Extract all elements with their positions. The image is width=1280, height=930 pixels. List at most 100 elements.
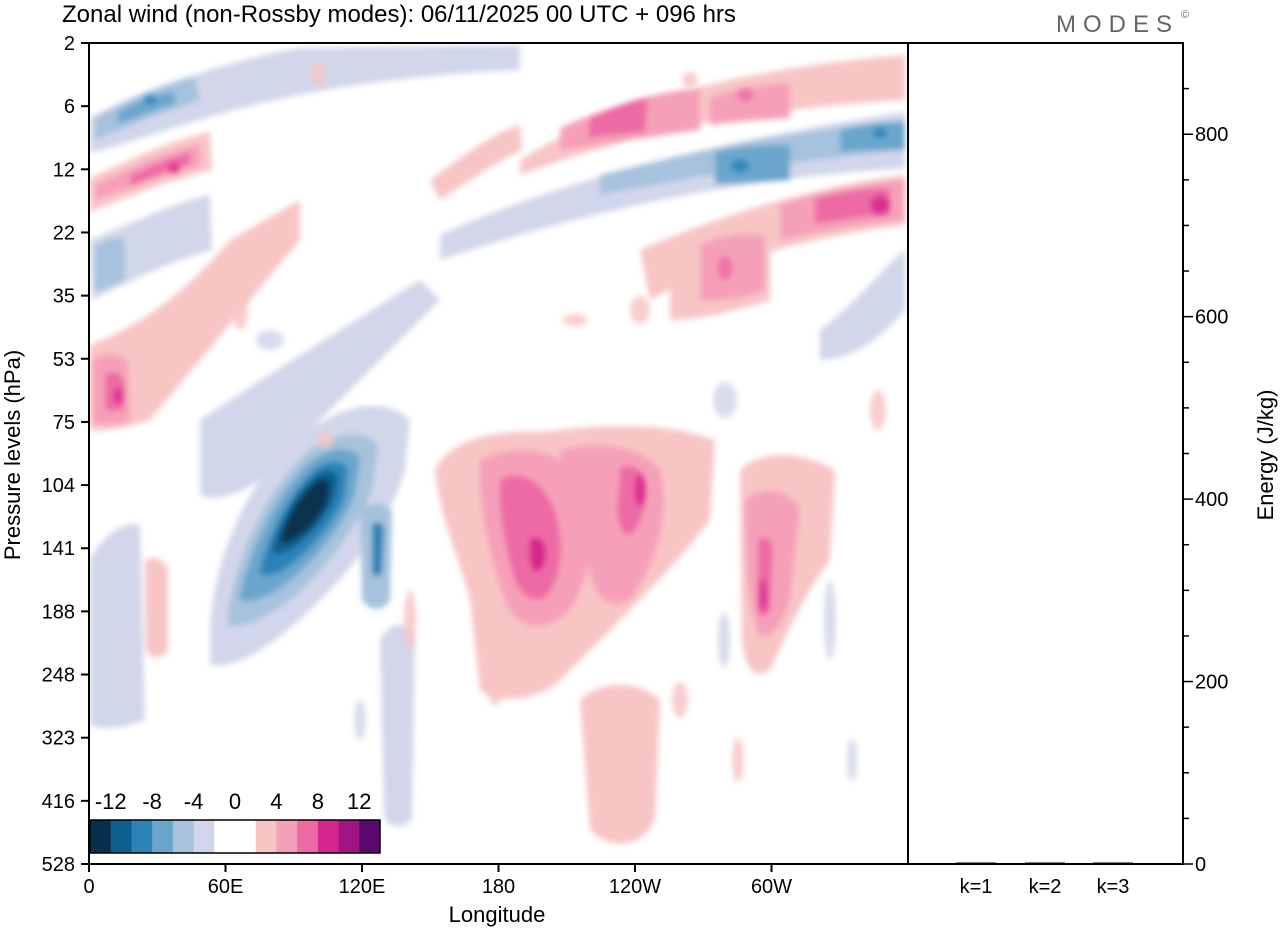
colorbar-label: 0: [229, 789, 241, 814]
patch-11: [732, 738, 744, 782]
y-tick-label: 104: [42, 475, 75, 497]
x-tick-label: 0: [83, 876, 94, 898]
contour-westerly-pacific-center: [529, 537, 547, 572]
patch-1: [311, 62, 325, 86]
colorbar-label: 12: [347, 789, 371, 814]
energy-category-label: k=2: [1029, 876, 1062, 898]
colorbar: -12 -8 -4 0 4 8 12: [89, 789, 381, 854]
y-tick-label: 12: [53, 159, 75, 181]
x-axis-label: Longitude: [449, 902, 546, 927]
contour-westerly-pacific-strat: [430, 125, 522, 200]
colorbar-cell: [338, 820, 360, 853]
patch-10: [847, 738, 857, 782]
y-tick-label: 141: [42, 538, 75, 560]
colorbar-labels: -12 -8 -4 0 4 8 12: [95, 789, 372, 814]
patch-26: [144, 96, 156, 104]
contour-westerly-lower-pacific: [580, 685, 660, 844]
contour-easterly-tilted-band: [200, 280, 440, 498]
energy-category-label: k=3: [1097, 876, 1130, 898]
y-tick-label: 2: [64, 33, 75, 55]
y-tick-label: 75: [53, 412, 75, 434]
colorbar-cell: [276, 820, 298, 853]
contour-small-patches: [114, 62, 889, 782]
contour-westerly-east-band-core: [815, 188, 890, 224]
contour-easterly-main-core: [280, 479, 330, 543]
patch-5: [256, 330, 284, 350]
patch-6: [713, 382, 737, 418]
colorbar-cell: [110, 820, 132, 853]
patch-20: [871, 196, 889, 214]
contour-westerly-strat-west: [90, 200, 300, 431]
y-tick-label: 188: [42, 601, 75, 623]
contour-westerly-pacific-core: [499, 475, 562, 600]
patch-14: [487, 654, 503, 706]
colorbar-cell: [235, 820, 257, 853]
y-tick-label: 528: [42, 854, 75, 876]
patch-17: [317, 432, 333, 448]
colorbar-cells: [90, 820, 381, 853]
colorbar-cell: [193, 820, 215, 853]
patch-15: [354, 700, 366, 740]
contour-easterly-upper-east-core-2: [840, 122, 905, 152]
y-tick-label: 53: [53, 349, 75, 371]
colorbar-cell: [152, 820, 174, 853]
patch-16: [232, 290, 248, 330]
energy-category-label: k=1: [960, 876, 993, 898]
contour-easterly-west-lower-faint: [90, 524, 145, 729]
colorbar-label: 4: [270, 789, 282, 814]
patch-24: [873, 128, 887, 138]
patch-4: [630, 296, 650, 324]
patch-18: [737, 89, 753, 101]
contour-easterly-22-west-inner: [95, 237, 125, 292]
y-tick-label: 22: [53, 222, 75, 244]
patch-3: [563, 314, 587, 326]
patch-19: [718, 256, 732, 280]
contour-easterly-top-band: [90, 45, 520, 152]
y-tick-label: 248: [42, 665, 75, 687]
energy-tick-label: 400: [1195, 489, 1228, 511]
energy-tick-label: 600: [1195, 307, 1228, 329]
colorbar-cell: [214, 820, 236, 853]
colorbar-label: 8: [312, 789, 324, 814]
patch-9: [718, 612, 730, 668]
contour-easterly-upper-east-core: [715, 145, 790, 184]
contour-westerly-east-lower-inner: [700, 234, 765, 301]
patch-8: [824, 580, 836, 660]
contour-westerly-upper-central-core: [588, 98, 648, 138]
chart-title: Zonal wind (non-Rossby modes): 06/11/202…: [62, 1, 736, 28]
colorbar-cell: [297, 820, 319, 853]
energy-tick-label: 800: [1195, 124, 1228, 146]
contour-westerly-upper-east: [710, 83, 790, 125]
colorbar-cell: [90, 820, 112, 853]
contour-westerly-west-lower: [145, 558, 168, 658]
contour-westerly-12hpa-west-core: [130, 152, 190, 186]
energy-bar: [956, 862, 996, 864]
contour-easterly-top-west-core: [118, 92, 175, 124]
contour-blobs: [90, 45, 905, 844]
energy-axis-label: Energy (J/kg): [1253, 390, 1278, 521]
x-tick-label: 60W: [751, 876, 792, 898]
colorbar-cell: [317, 820, 340, 853]
patch-25: [731, 160, 749, 172]
y-tick-label: 416: [42, 791, 75, 813]
colorbar-cell: [172, 820, 195, 853]
patch-23: [169, 163, 179, 173]
energy-tick-label: 200: [1195, 672, 1228, 694]
y-tick-label: 323: [42, 728, 75, 750]
colorbar-frame: [89, 819, 381, 854]
colorbar-cell: [131, 820, 153, 853]
y-axis-label: Pressure levels (hPa): [0, 350, 25, 560]
energy-axis-ticks: 0 200 400 600 800: [1183, 87, 1228, 876]
colorbar-label: -12: [95, 789, 127, 814]
y-tick-label: 6: [64, 96, 75, 118]
x-tick-label: 120E: [339, 876, 386, 898]
colorbar-label: -4: [184, 789, 204, 814]
wind-field: [89, 43, 908, 864]
x-tick-label: 120W: [609, 876, 661, 898]
contour-easterly-lower-tail: [380, 625, 415, 827]
x-tick-label: 60E: [208, 876, 244, 898]
energy-frame: [907, 42, 1184, 865]
patch-22: [114, 388, 122, 404]
energy-bar: [1093, 862, 1133, 864]
colorbar-cell: [255, 820, 277, 853]
